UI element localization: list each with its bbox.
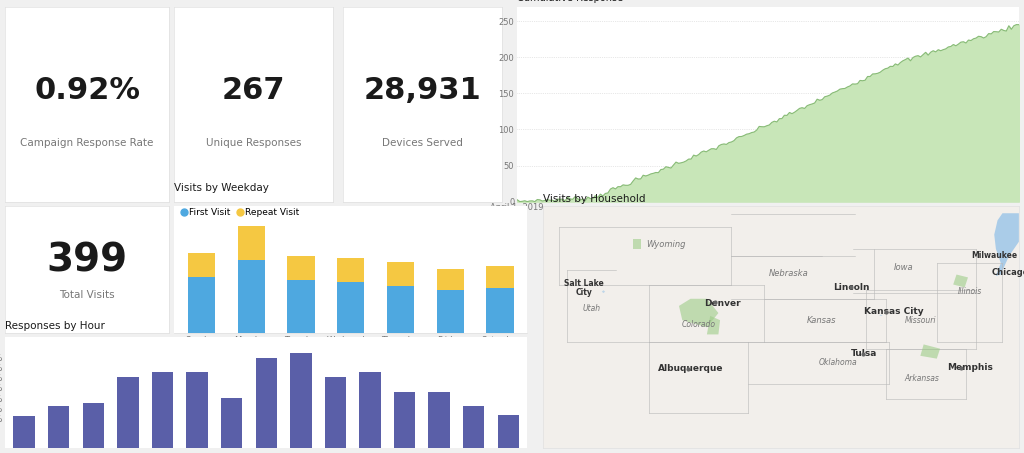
Polygon shape [880, 314, 883, 316]
Bar [238, 226, 265, 260]
Bar [387, 286, 414, 333]
Polygon shape [602, 290, 605, 293]
Text: 28,931: 28,931 [364, 76, 481, 105]
Text: Cumulative Response: Cumulative Response [517, 0, 624, 3]
Text: Memphis: Memphis [946, 363, 992, 372]
Bar [337, 258, 365, 282]
Polygon shape [535, 199, 1024, 453]
Polygon shape [679, 299, 719, 328]
Text: Visits by Household: Visits by Household [543, 194, 645, 204]
Bar [83, 403, 104, 448]
Bar [486, 266, 514, 288]
Polygon shape [921, 344, 940, 359]
Text: Wyoming: Wyoming [646, 240, 686, 249]
Text: Utah: Utah [583, 304, 601, 313]
Text: Responses by Hour: Responses by Hour [5, 321, 105, 331]
Bar [48, 406, 70, 448]
Bar [337, 282, 365, 333]
Text: Illinois: Illinois [957, 287, 982, 296]
Bar [187, 277, 215, 333]
Text: Missouri: Missouri [904, 316, 936, 325]
Bar [387, 262, 414, 286]
Polygon shape [633, 239, 641, 249]
Bar [325, 377, 346, 448]
Bar [486, 288, 514, 333]
Text: Oklahoma: Oklahoma [819, 358, 857, 367]
Text: Kansas City: Kansas City [864, 307, 924, 316]
Bar [117, 377, 138, 448]
Bar [394, 392, 416, 448]
Bar [288, 280, 314, 333]
Text: Salt Lake
City: Salt Lake City [564, 280, 603, 297]
Polygon shape [707, 316, 720, 334]
Bar [436, 290, 464, 333]
Text: Albuquerque: Albuquerque [657, 364, 723, 373]
Text: Unique Responses: Unique Responses [206, 138, 301, 148]
Text: Arkansas: Arkansas [904, 374, 939, 383]
Bar [359, 372, 381, 448]
Text: Total Visits: Total Visits [59, 290, 115, 300]
Text: Kansas: Kansas [807, 316, 837, 325]
Text: Visits by Weekday: Visits by Weekday [174, 183, 269, 193]
Text: Lincoln: Lincoln [834, 283, 869, 292]
Bar [288, 255, 314, 280]
Bar [436, 269, 464, 290]
Text: Iowa: Iowa [894, 263, 913, 272]
Bar [256, 358, 276, 448]
Bar [13, 416, 35, 448]
Text: 399: 399 [46, 241, 128, 280]
Bar [428, 392, 450, 448]
Text: 0.92%: 0.92% [34, 76, 140, 105]
Text: Denver: Denver [705, 299, 740, 308]
Polygon shape [994, 213, 1019, 276]
Text: Tulsa: Tulsa [851, 349, 878, 358]
Bar [498, 415, 519, 448]
Bar [187, 253, 215, 277]
Bar [463, 406, 484, 448]
Bar [152, 372, 173, 448]
Text: Nebraska: Nebraska [769, 269, 809, 278]
Bar [221, 398, 243, 448]
Legend: First Visit, Repeat Visit: First Visit, Repeat Visit [178, 204, 303, 221]
Bar [186, 372, 208, 448]
Text: Devices Served: Devices Served [382, 138, 463, 148]
Text: Colorado: Colorado [682, 320, 716, 329]
Text: Milwaukee: Milwaukee [971, 251, 1017, 260]
Bar [238, 260, 265, 333]
Polygon shape [953, 275, 968, 287]
Text: 267: 267 [221, 76, 286, 105]
Bar [290, 352, 311, 448]
Text: Chicago: Chicago [992, 268, 1024, 277]
Text: Campaign Response Rate: Campaign Response Rate [20, 138, 154, 148]
